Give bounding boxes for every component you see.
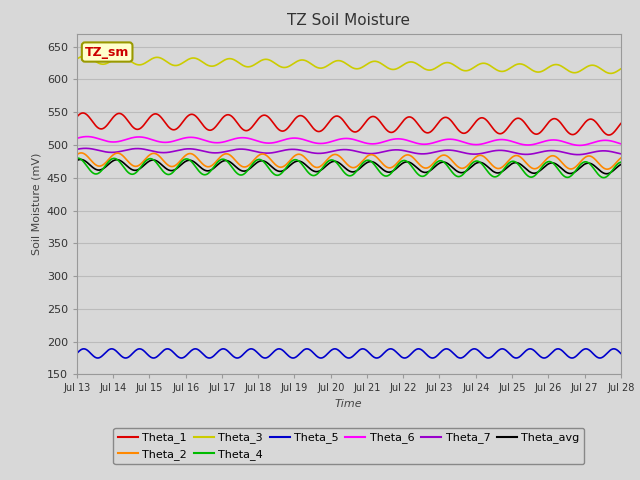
Legend: Theta_1, Theta_2, Theta_3, Theta_4, Theta_5, Theta_6, Theta_7, Theta_avg: Theta_1, Theta_2, Theta_3, Theta_4, Thet… — [113, 428, 584, 464]
Title: TZ Soil Moisture: TZ Soil Moisture — [287, 13, 410, 28]
Y-axis label: Soil Moisture (mV): Soil Moisture (mV) — [31, 153, 41, 255]
Text: TZ_sm: TZ_sm — [85, 46, 129, 59]
X-axis label: Time: Time — [335, 399, 363, 409]
